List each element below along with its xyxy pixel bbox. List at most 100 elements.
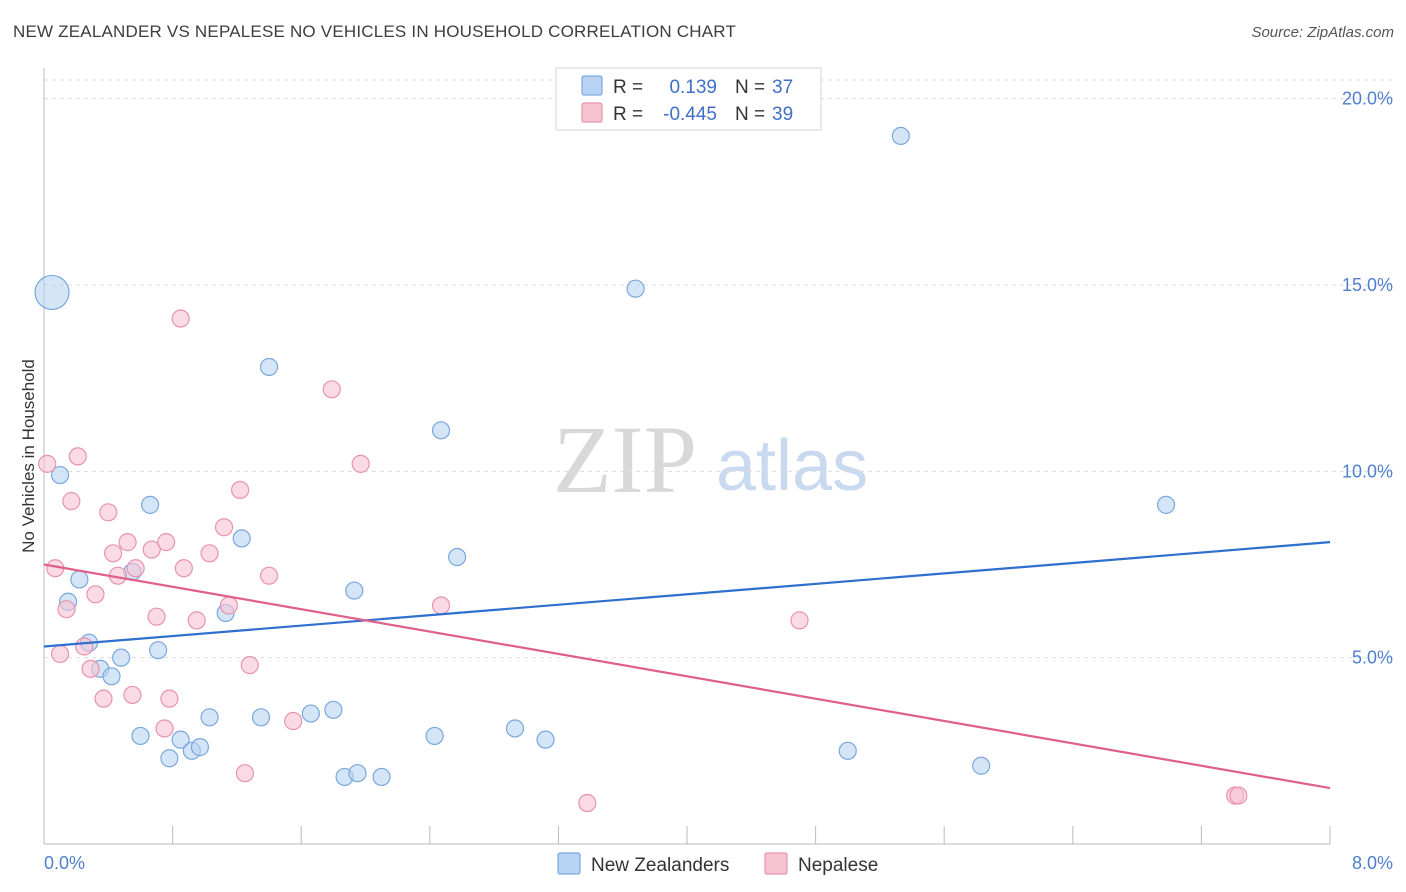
point-blue-31 — [536, 730, 555, 749]
point-pink-9 — [94, 689, 113, 708]
point-blue-21 — [301, 704, 320, 723]
point-pink-38 — [1229, 786, 1248, 805]
y-tick-label-15: 15.0% — [1342, 275, 1393, 295]
legend-swatch-pink — [581, 102, 603, 123]
point-pink-11 — [104, 544, 123, 563]
series-legend-label-nepalese: Nepalese — [798, 855, 878, 876]
point-blue-25 — [348, 764, 367, 783]
series-legend-swatch-nepalese — [764, 852, 788, 875]
point-pink-17 — [147, 607, 166, 626]
point-pink-29 — [240, 656, 259, 675]
legend-n-label-pink: N = — [735, 104, 765, 125]
point-pink-23 — [187, 611, 206, 630]
point-blue-29 — [448, 547, 467, 567]
point-blue-22 — [324, 700, 343, 719]
point-blue-12 — [160, 749, 179, 768]
point-blue-18 — [232, 529, 251, 548]
point-blue-6 — [102, 667, 121, 686]
point-pink-26 — [219, 596, 238, 615]
watermark-atlas: atlas — [716, 426, 868, 506]
point-pink-24 — [200, 544, 219, 563]
series-legend: New Zealanders Nepalese — [557, 852, 878, 876]
chart-source: Source: ZipAtlas.com — [1251, 24, 1394, 41]
point-pink-2 — [50, 644, 70, 664]
point-pink-10 — [99, 503, 118, 522]
point-blue-10 — [140, 495, 160, 514]
point-pink-0 — [38, 454, 57, 473]
correlation-legend: R = 0.139 N = 37 R = -0.445 N = 39 — [555, 67, 822, 131]
series-legend-swatch-new-zealanders — [557, 852, 581, 875]
point-blue-7 — [112, 648, 131, 667]
point-pink-19 — [157, 533, 176, 552]
point-blue-13 — [171, 730, 190, 749]
point-pink-27 — [231, 480, 250, 500]
point-pink-6 — [75, 637, 94, 656]
legend-r-value-blue: 0.139 — [669, 77, 717, 98]
legend-n-label-blue: N = — [735, 77, 765, 98]
point-blue-28 — [431, 421, 451, 440]
point-blue-0 — [34, 274, 70, 311]
x-tick-label-0: 0.0% — [44, 853, 85, 873]
x-tick-labels: 0.0% 8.0% — [44, 853, 1393, 873]
series-legend-label-new-zealanders: New Zealanders — [591, 855, 729, 876]
point-pink-34 — [431, 596, 451, 615]
point-pink-21 — [171, 309, 190, 328]
point-blue-19 — [251, 708, 271, 727]
point-blue-32 — [626, 279, 645, 298]
point-pink-36 — [790, 611, 809, 630]
point-pink-20 — [160, 689, 179, 708]
point-pink-8 — [86, 585, 105, 604]
legend-n-value-blue: 37 — [772, 77, 793, 98]
point-pink-5 — [68, 447, 87, 466]
legend-n-value-pink: 39 — [772, 104, 793, 125]
point-blue-16 — [200, 708, 219, 727]
point-blue-1 — [50, 465, 70, 485]
point-pink-13 — [118, 533, 137, 552]
point-pink-33 — [351, 454, 370, 473]
trend-line-blue — [43, 541, 1331, 648]
y-axis-title: No Vehicles in Household — [19, 359, 38, 553]
point-pink-4 — [62, 492, 81, 511]
y-tick-label-10: 10.0% — [1342, 461, 1393, 481]
point-pink-32 — [322, 380, 341, 399]
trend-line-pink — [43, 563, 1331, 790]
point-blue-9 — [131, 726, 150, 746]
watermark-zip: ZIP — [553, 406, 697, 513]
point-blue-26 — [372, 767, 391, 787]
point-pink-31 — [284, 711, 303, 731]
legend-r-label-pink: R = — [613, 104, 643, 125]
point-blue-34 — [891, 126, 910, 146]
point-blue-33 — [838, 741, 857, 760]
y-tick-label-20: 20.0% — [1342, 89, 1393, 109]
point-blue-27 — [425, 726, 444, 746]
data-points — [34, 126, 1248, 813]
y-tick-labels: 5.0% 10.0% 15.0% 20.0% — [1342, 89, 1393, 668]
point-blue-24 — [345, 581, 364, 600]
point-pink-30 — [259, 566, 279, 585]
legend-r-label-blue: R = — [613, 77, 643, 98]
trend-lines — [43, 541, 1331, 790]
point-pink-28 — [235, 764, 255, 783]
point-pink-3 — [57, 600, 76, 619]
point-pink-16 — [142, 540, 161, 559]
point-blue-11 — [149, 641, 168, 660]
point-blue-30 — [505, 719, 525, 738]
x-tick-label-1: 8.0% — [1352, 853, 1393, 873]
point-blue-3 — [70, 570, 89, 589]
y-tick-label-5: 5.0% — [1352, 648, 1393, 668]
point-blue-36 — [1156, 495, 1176, 514]
point-pink-35 — [578, 793, 597, 813]
legend-r-value-pink: -0.445 — [663, 104, 717, 125]
point-pink-25 — [214, 518, 234, 537]
point-pink-18 — [155, 719, 174, 738]
point-blue-15 — [190, 738, 210, 757]
point-blue-20 — [259, 357, 279, 377]
point-pink-15 — [126, 559, 145, 578]
grid-lines — [44, 79, 1392, 659]
watermark: ZIP atlas — [553, 406, 868, 513]
legend-swatch-blue — [581, 75, 603, 96]
point-blue-35 — [972, 756, 991, 775]
point-pink-22 — [174, 559, 193, 578]
point-pink-7 — [81, 659, 100, 678]
